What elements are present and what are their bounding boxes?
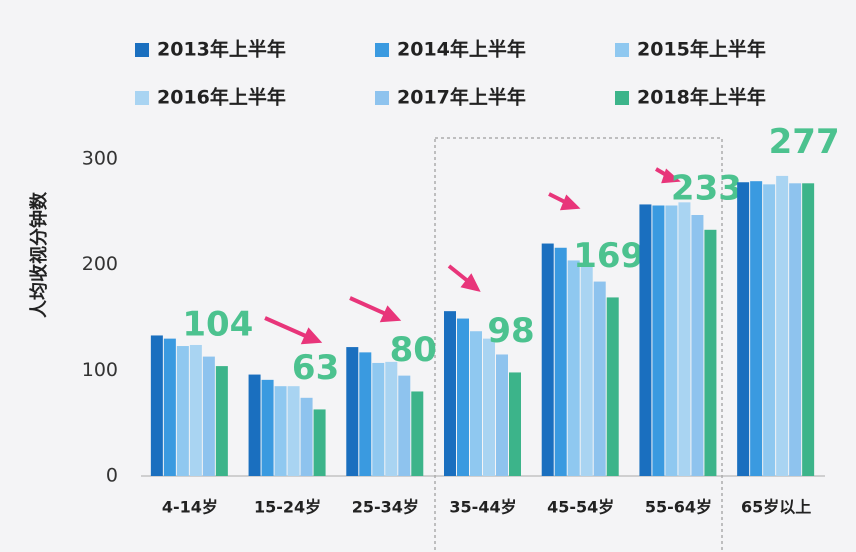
bar bbox=[215, 366, 228, 476]
bar bbox=[802, 183, 815, 476]
value-label: 277 bbox=[769, 122, 840, 162]
bar bbox=[372, 362, 385, 476]
bar bbox=[750, 181, 763, 476]
bar bbox=[346, 347, 359, 476]
bar bbox=[248, 374, 261, 476]
bar bbox=[411, 391, 424, 476]
bar bbox=[737, 182, 750, 476]
legend-label: 2017年上半年 bbox=[397, 86, 526, 109]
value-label: 98 bbox=[487, 311, 534, 351]
value-label: 104 bbox=[182, 305, 253, 345]
bar bbox=[202, 356, 215, 476]
bar bbox=[496, 354, 508, 476]
bar bbox=[300, 397, 313, 476]
y-tick-label: 100 bbox=[82, 359, 118, 381]
legend-label: 2014年上半年 bbox=[397, 38, 526, 61]
bar bbox=[274, 386, 287, 476]
value-label: 80 bbox=[390, 330, 437, 370]
x-tick-label: 45-54岁 bbox=[547, 498, 614, 517]
legend-swatch bbox=[615, 43, 629, 57]
bar bbox=[176, 346, 189, 476]
bar bbox=[691, 215, 704, 476]
bar bbox=[789, 183, 802, 476]
bar bbox=[163, 338, 176, 476]
bar bbox=[665, 205, 678, 476]
bar bbox=[189, 344, 202, 476]
bar bbox=[593, 281, 606, 476]
bar bbox=[150, 335, 163, 476]
bar bbox=[652, 205, 665, 476]
bar bbox=[444, 311, 456, 476]
bar bbox=[580, 263, 593, 476]
bar bbox=[509, 372, 521, 476]
bar bbox=[457, 318, 469, 476]
bar bbox=[398, 375, 411, 476]
bar bbox=[261, 379, 274, 476]
x-tick-label: 15-24岁 bbox=[254, 498, 321, 517]
y-tick-label: 200 bbox=[82, 253, 118, 275]
x-tick-label: 55-64岁 bbox=[645, 498, 712, 517]
bar bbox=[678, 202, 691, 476]
bar bbox=[704, 229, 717, 476]
legend-swatch bbox=[615, 91, 629, 105]
bar bbox=[606, 297, 619, 476]
arrows bbox=[264, 167, 681, 345]
bar bbox=[470, 331, 482, 476]
legend-swatch bbox=[375, 91, 389, 105]
bar bbox=[483, 338, 495, 476]
legend-swatch bbox=[135, 91, 149, 105]
legend-swatch bbox=[135, 43, 149, 57]
bar bbox=[287, 386, 300, 476]
legend-label: 2016年上半年 bbox=[157, 86, 286, 109]
bar bbox=[359, 352, 372, 476]
bar bbox=[385, 361, 398, 476]
bar bbox=[313, 409, 326, 476]
value-label: 233 bbox=[671, 168, 742, 208]
bar bbox=[776, 175, 789, 476]
legend-swatch bbox=[375, 43, 389, 57]
y-axis-label: 人均收视分钟数 bbox=[28, 191, 50, 318]
bar bbox=[567, 260, 580, 476]
y-tick-label: 0 bbox=[106, 465, 118, 487]
bar bbox=[541, 243, 554, 476]
x-tick-label: 35-44岁 bbox=[449, 498, 516, 517]
legend-label: 2013年上半年 bbox=[157, 38, 286, 61]
value-label: 63 bbox=[292, 348, 339, 388]
bar bbox=[763, 184, 776, 477]
bar bbox=[639, 204, 652, 477]
bar bbox=[554, 247, 567, 476]
x-tick-label: 4-14岁 bbox=[162, 498, 218, 517]
x-tick-label: 65岁以上 bbox=[741, 498, 811, 517]
legend-label: 2015年上半年 bbox=[637, 38, 766, 61]
x-tick-label: 25-34岁 bbox=[352, 498, 419, 517]
y-tick-label: 300 bbox=[82, 148, 118, 170]
legend-label: 2018年上半年 bbox=[637, 86, 766, 109]
value-label: 169 bbox=[573, 236, 644, 276]
